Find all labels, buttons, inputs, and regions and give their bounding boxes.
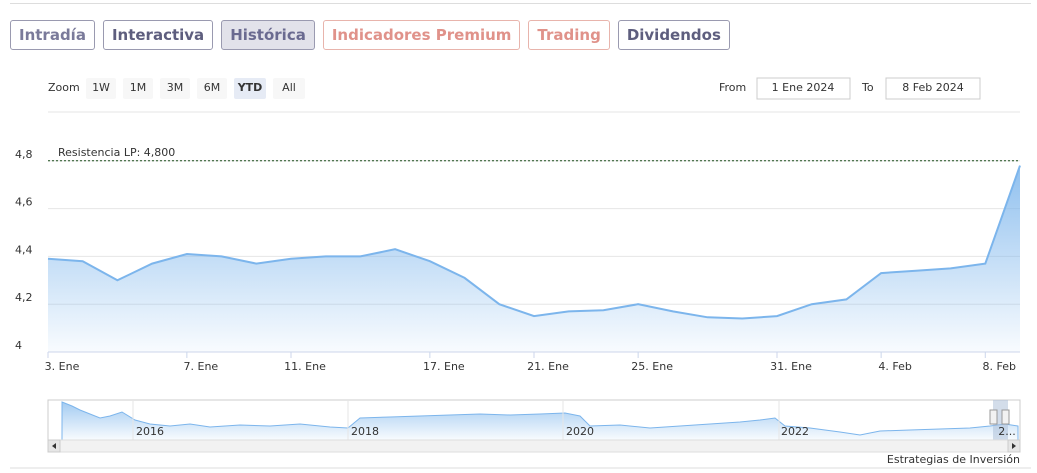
- resistance-label: Resistencia LP: 4,800: [58, 146, 175, 159]
- zoom-button[interactable]: [86, 78, 116, 99]
- tab[interactable]: Histórica: [221, 20, 315, 50]
- zoom-button[interactable]: [197, 78, 227, 99]
- navigator-handle[interactable]: [1001, 409, 1010, 425]
- y-tick-label: 4,2: [15, 291, 33, 304]
- from-input[interactable]: [756, 77, 851, 100]
- x-tick-label: 17. Ene: [423, 360, 465, 373]
- x-tick-label: 8. Feb: [983, 360, 1016, 373]
- area: [48, 165, 1020, 352]
- x-tick-label: 31. Ene: [770, 360, 812, 373]
- zoom-button-label: YTD: [237, 81, 263, 94]
- y-tick-label: 4,6: [15, 196, 33, 209]
- y-tick-label: 4,8: [15, 148, 33, 161]
- x-tick-label: 7. Ene: [184, 360, 219, 373]
- navigator-label: 2016: [136, 425, 164, 438]
- zoom-button-label: 3M: [167, 81, 184, 94]
- tab-bar: Intradía Interactiva Histórica Indicador…: [10, 20, 730, 50]
- x-tick-label: 11. Ene: [284, 360, 326, 373]
- line: [47, 165, 1021, 320]
- y-tick-label: 4: [15, 339, 22, 352]
- x-tick-label: 4. Feb: [878, 360, 911, 373]
- zoom-button[interactable]: [123, 78, 153, 99]
- from-label: From: [719, 81, 746, 94]
- zoom-button-label: 1W: [92, 81, 110, 94]
- to-value: 8 Feb 2024: [902, 81, 963, 94]
- zoom-button-label: All: [282, 81, 296, 94]
- zoom-button[interactable]: [273, 78, 305, 99]
- from-value: 1 Ene 2024: [772, 81, 835, 94]
- arrow: [52, 443, 56, 449]
- zoom-label: Zoom: [48, 81, 80, 94]
- navigator-label: 2018: [351, 425, 379, 438]
- tab[interactable]: Trading: [528, 20, 610, 50]
- zoom-button-label: 1M: [130, 81, 147, 94]
- zoom-button[interactable]: [160, 78, 190, 99]
- tab[interactable]: Interactiva: [102, 20, 214, 50]
- to-label: To: [861, 81, 874, 94]
- to-input[interactable]: [885, 77, 981, 100]
- zoom-button-label: 6M: [204, 81, 221, 94]
- zoom-button[interactable]: [234, 78, 266, 99]
- scrollbar[interactable]: [47, 439, 1021, 453]
- navigator-label: 2...: [998, 425, 1016, 438]
- x-tick-label: 3. Ene: [45, 360, 80, 373]
- credits: Estrategias de Inversión: [887, 453, 1020, 466]
- tab[interactable]: Dividendos: [617, 20, 730, 50]
- x-tick-label: 21. Ene: [527, 360, 569, 373]
- x-tick-label: 25. Ene: [631, 360, 673, 373]
- arrow: [1012, 443, 1016, 449]
- navigator-label: 2022: [781, 425, 809, 438]
- navigator-handle[interactable]: [989, 409, 998, 425]
- navigator-label: 2020: [566, 425, 594, 438]
- tab[interactable]: Intradía: [10, 20, 95, 50]
- divider: [10, 3, 1031, 4]
- y-tick-label: 4,4: [15, 243, 33, 256]
- tab[interactable]: Indicadores Premium: [322, 20, 521, 50]
